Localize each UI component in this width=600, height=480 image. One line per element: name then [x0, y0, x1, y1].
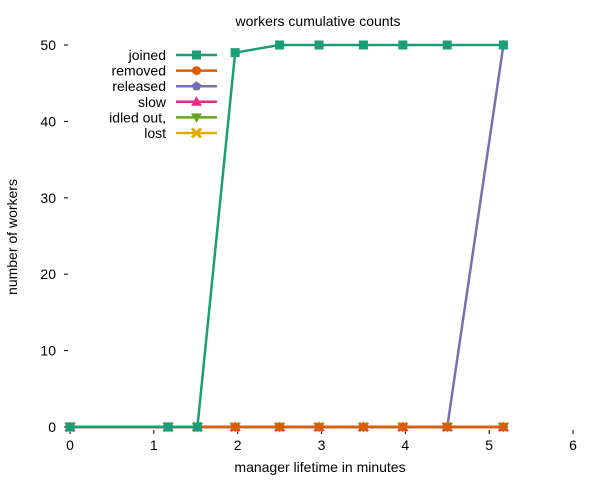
legend-marker — [191, 96, 202, 106]
data-point — [498, 422, 508, 432]
legend-entry: released — [112, 78, 217, 94]
series-released — [65, 40, 509, 432]
legend-label: joined — [128, 47, 166, 63]
y-tick-label: 20 — [40, 266, 56, 282]
x-tick-label: 4 — [401, 437, 409, 453]
data-point — [163, 422, 173, 432]
legend-entry: removed — [112, 63, 217, 79]
chart-title: workers cumulative counts — [235, 13, 401, 29]
data-point — [398, 422, 408, 432]
data-point — [192, 422, 202, 432]
series-line — [70, 43, 504, 429]
x-axis-label: manager lifetime in minutes — [234, 459, 405, 475]
legend-entry: lost — [144, 125, 217, 141]
x-tick-label: 5 — [485, 437, 493, 453]
y-axis-label: number of workers — [4, 179, 20, 295]
legend-marker — [191, 113, 202, 123]
y-tick-label: 40 — [40, 113, 56, 129]
series-line — [70, 44, 505, 429]
data-point — [442, 40, 452, 50]
legend-label: removed — [112, 63, 166, 79]
data-point — [230, 422, 240, 432]
legend-marker — [192, 50, 201, 60]
legend-entry: idled out, — [109, 109, 217, 125]
axes: 0 10 20 30 40 50 0 1 2 3 4 5 6 — [40, 37, 577, 453]
y-tick-label: 30 — [40, 190, 56, 206]
x-tick-label: 6 — [569, 437, 577, 453]
data-point — [398, 40, 408, 50]
data-point — [275, 422, 285, 432]
legend-entry: slow — [138, 94, 217, 110]
data-point — [65, 422, 75, 432]
x-tick-label: 2 — [234, 437, 242, 453]
y-tick-label: 50 — [40, 37, 56, 53]
data-point — [358, 40, 368, 50]
data-point — [230, 48, 240, 58]
legend-entry: joined — [128, 47, 217, 63]
legend-label: idled out, — [109, 109, 166, 125]
legend-label: lost — [144, 125, 166, 141]
x-tick-label: 1 — [150, 437, 158, 453]
data-point — [314, 422, 324, 432]
data-point — [275, 40, 285, 50]
series-joined — [65, 40, 508, 432]
data-point — [442, 422, 452, 432]
legend-marker — [191, 81, 202, 91]
legend-marker — [190, 127, 203, 139]
data-point — [498, 40, 508, 50]
legend-label: released — [112, 78, 166, 94]
data-point — [358, 422, 368, 432]
y-tick-label: 10 — [40, 343, 56, 359]
x-tick-label: 3 — [318, 437, 326, 453]
data-point — [314, 40, 324, 50]
legend-marker — [192, 66, 201, 76]
x-tick-label: 0 — [66, 437, 74, 453]
series-layer — [64, 40, 509, 433]
legend-label: slow — [138, 94, 167, 110]
y-tick-label: 0 — [48, 419, 56, 435]
